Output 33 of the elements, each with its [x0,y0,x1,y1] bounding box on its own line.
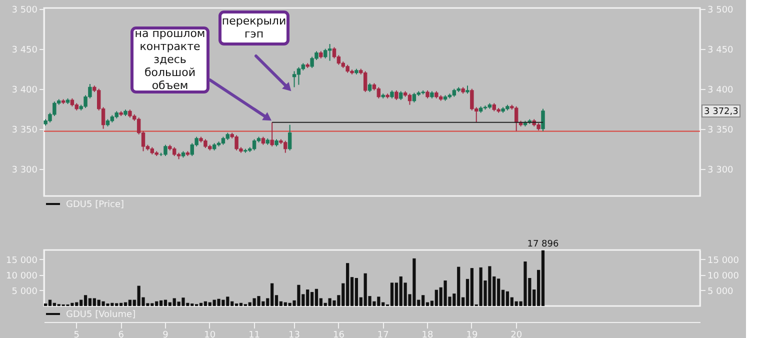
annotation: перекрыли гэп [222,14,286,40]
bar [390,282,394,306]
bar [314,288,318,306]
candlestick [376,86,381,99]
bar [541,250,545,306]
annotation: на прошлом контракте здесь большой объем [134,27,206,92]
bar [164,300,168,306]
bar [84,295,88,306]
candlestick [292,70,296,88]
bar [506,291,510,306]
candlestick [288,124,292,151]
bar [239,302,243,306]
candlestick [412,92,416,103]
bar [354,278,358,306]
bar [124,302,128,306]
data-label: 17 896 [527,239,560,250]
candlestick [363,70,368,92]
candlestick [541,108,545,132]
annotation: 3 372,3 [704,106,738,117]
candlestick [270,122,274,147]
bar [159,300,163,306]
bar [48,300,52,306]
candlestick [328,44,332,62]
candlestick [408,93,412,106]
candlestick [394,90,398,100]
candlestick [324,48,328,59]
bar [88,298,92,306]
bar [199,302,203,306]
bar [310,292,314,306]
candlestick [164,144,168,156]
candlestick [514,106,518,132]
candlestick [296,66,301,86]
candlestick [252,138,256,151]
